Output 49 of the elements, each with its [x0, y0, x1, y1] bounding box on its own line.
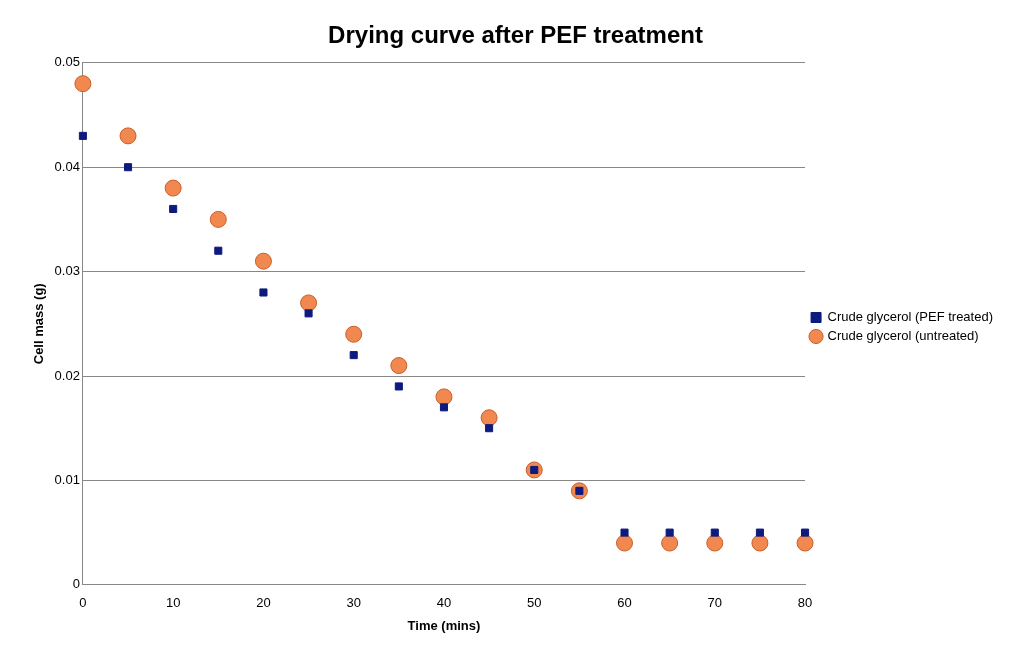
- point: [349, 351, 358, 360]
- point: [755, 528, 764, 537]
- point: [345, 325, 363, 343]
- y-tick-label: 0.02: [54, 367, 80, 383]
- y-tick-label: 0.04: [54, 158, 80, 174]
- legend-label: Crude glycerol (untreated): [827, 328, 979, 344]
- point: [706, 534, 724, 552]
- legend-label: Crude glycerol (PEF treated): [827, 309, 993, 325]
- point: [78, 131, 87, 140]
- point: [304, 309, 313, 318]
- y-axis-title: Cell mass (g): [31, 283, 47, 365]
- x-tick-label: 80: [797, 595, 813, 611]
- point: [74, 75, 92, 93]
- x-tick-label: 10: [165, 595, 181, 611]
- point: [164, 179, 182, 197]
- point: [480, 409, 498, 427]
- x-axis-title: Time (mins): [407, 617, 481, 633]
- chart-title: Drying curve after PEF treatment: [328, 21, 703, 49]
- point: [214, 246, 223, 255]
- y-tick-label: 0: [72, 576, 80, 592]
- point: [661, 534, 679, 552]
- point: [751, 534, 769, 552]
- point: [169, 204, 178, 213]
- point: [300, 294, 318, 312]
- point: [394, 382, 403, 391]
- point: [259, 288, 268, 297]
- y-tick-label: 0.01: [54, 471, 80, 487]
- point: [439, 403, 449, 412]
- y-tick-label: 0.05: [54, 54, 80, 70]
- point: [796, 534, 814, 552]
- point: [124, 163, 133, 172]
- point: [254, 252, 272, 270]
- point: [485, 424, 494, 433]
- point: [119, 127, 137, 145]
- point: [665, 528, 674, 537]
- point: [620, 528, 629, 537]
- x-tick-label: 40: [436, 595, 452, 611]
- x-tick-label: 70: [707, 595, 723, 611]
- point: [616, 534, 634, 552]
- point: [435, 388, 453, 406]
- point: [209, 210, 227, 228]
- y-tick-label: 0.03: [54, 263, 80, 279]
- point: [801, 528, 810, 537]
- x-tick-label: 60: [617, 595, 632, 611]
- x-tick-label: 50: [527, 595, 542, 611]
- x-tick-label: 20: [256, 595, 271, 611]
- point: [710, 528, 719, 537]
- point: [390, 357, 408, 375]
- x-tick-label: 30: [346, 595, 361, 611]
